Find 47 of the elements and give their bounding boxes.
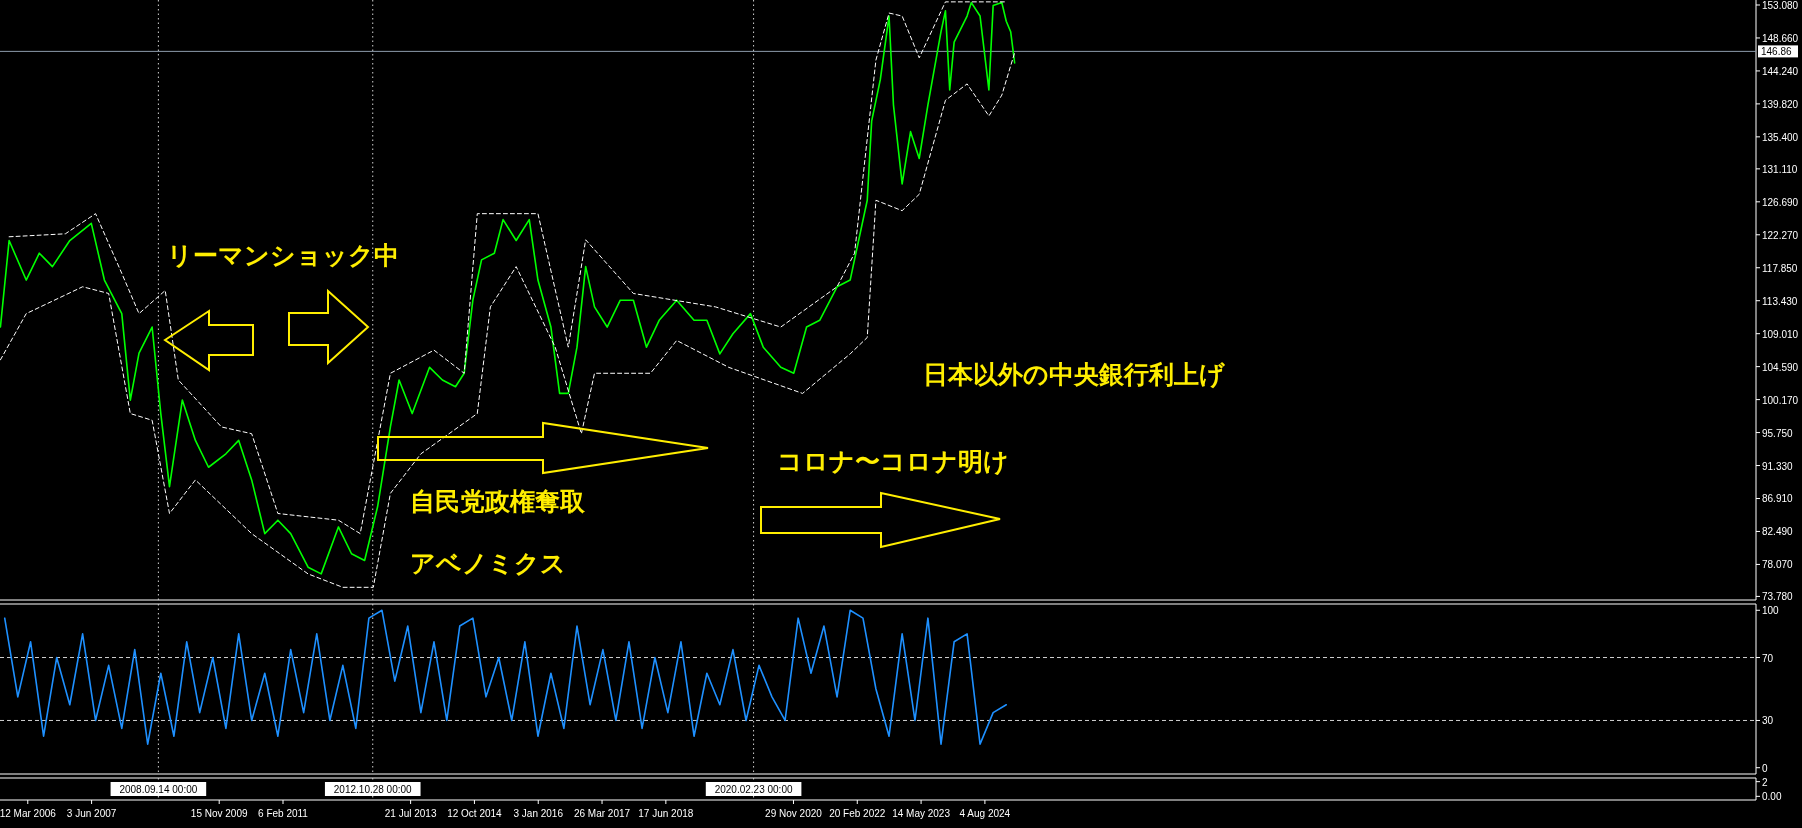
y-tick-label: 30: [1762, 715, 1774, 727]
y-tick-label: 113.430: [1762, 295, 1798, 307]
y-tick-label: 86.910: [1762, 493, 1794, 505]
x-tick-label: 14 May 2023: [892, 808, 951, 819]
y-tick-label: 144.240: [1762, 65, 1799, 77]
annotation: アベノミクス: [410, 549, 566, 577]
y-tick-label: 135.400: [1762, 131, 1799, 143]
y-tick-label: 148.660: [1762, 32, 1799, 44]
y-tick-label: 126.690: [1762, 196, 1799, 208]
y-tick-label: 0.00: [1762, 791, 1782, 803]
y-tick-label: 122.270: [1762, 229, 1799, 241]
ref-line-label: 2008.09.14 00:00: [119, 784, 198, 795]
y-tick-label: 100.170: [1762, 394, 1799, 406]
y-tick-label: 139.820: [1762, 98, 1799, 110]
y-tick-label: 153.080: [1762, 0, 1799, 11]
y-tick-label: 78.070: [1762, 559, 1794, 571]
annotation: 日本以外の中央銀行利上げ: [923, 360, 1226, 389]
x-tick-label: 4 Aug 2024: [959, 808, 1011, 819]
annotation: 自民党政権奪取: [410, 487, 586, 515]
y-tick-label: 117.850: [1762, 262, 1798, 274]
x-tick-label: 3 Jun 2007: [66, 808, 117, 819]
y-tick-label: 109.010: [1762, 328, 1799, 340]
y-tick-label: 95.750: [1762, 427, 1794, 439]
x-tick-label: 21 Jul 2013: [384, 808, 437, 819]
x-tick-label: 17 Jun 2018: [638, 808, 694, 819]
y-tick-label: 0: [1762, 762, 1768, 774]
ref-line-label: 2020.02.23 00:00: [714, 784, 793, 795]
x-tick-label: 26 Mar 2017: [573, 808, 631, 819]
y-tick-label: 131.110: [1762, 163, 1798, 175]
x-tick-label: 29 Nov 2020: [765, 808, 823, 819]
x-tick-label: 6 Feb 2011: [258, 808, 309, 819]
ref-line-label: 146.86: [1761, 46, 1793, 58]
annotation: リーマンショック中: [167, 241, 399, 269]
y-tick-label: 73.780: [1762, 591, 1794, 603]
y-tick-label: 91.330: [1762, 460, 1794, 472]
y-tick-label: 2: [1762, 776, 1768, 788]
x-tick-label: 3 Jan 2016: [513, 808, 564, 819]
annotation: コロナ〜コロナ明け: [777, 447, 1009, 476]
ref-line-label: 2012.10.28 00:00: [333, 784, 413, 795]
x-tick-label: 15 Nov 2009: [190, 808, 248, 819]
x-tick-label: 12 Oct 2014: [447, 808, 503, 819]
x-tick-label: 12 Mar 2006: [0, 808, 57, 819]
y-tick-label: 70: [1762, 652, 1774, 664]
y-tick-label: 100: [1762, 605, 1780, 617]
y-tick-label: 82.490: [1762, 526, 1794, 538]
y-tick-label: 104.590: [1762, 361, 1799, 373]
x-tick-label: 20 Feb 2022: [829, 808, 886, 819]
